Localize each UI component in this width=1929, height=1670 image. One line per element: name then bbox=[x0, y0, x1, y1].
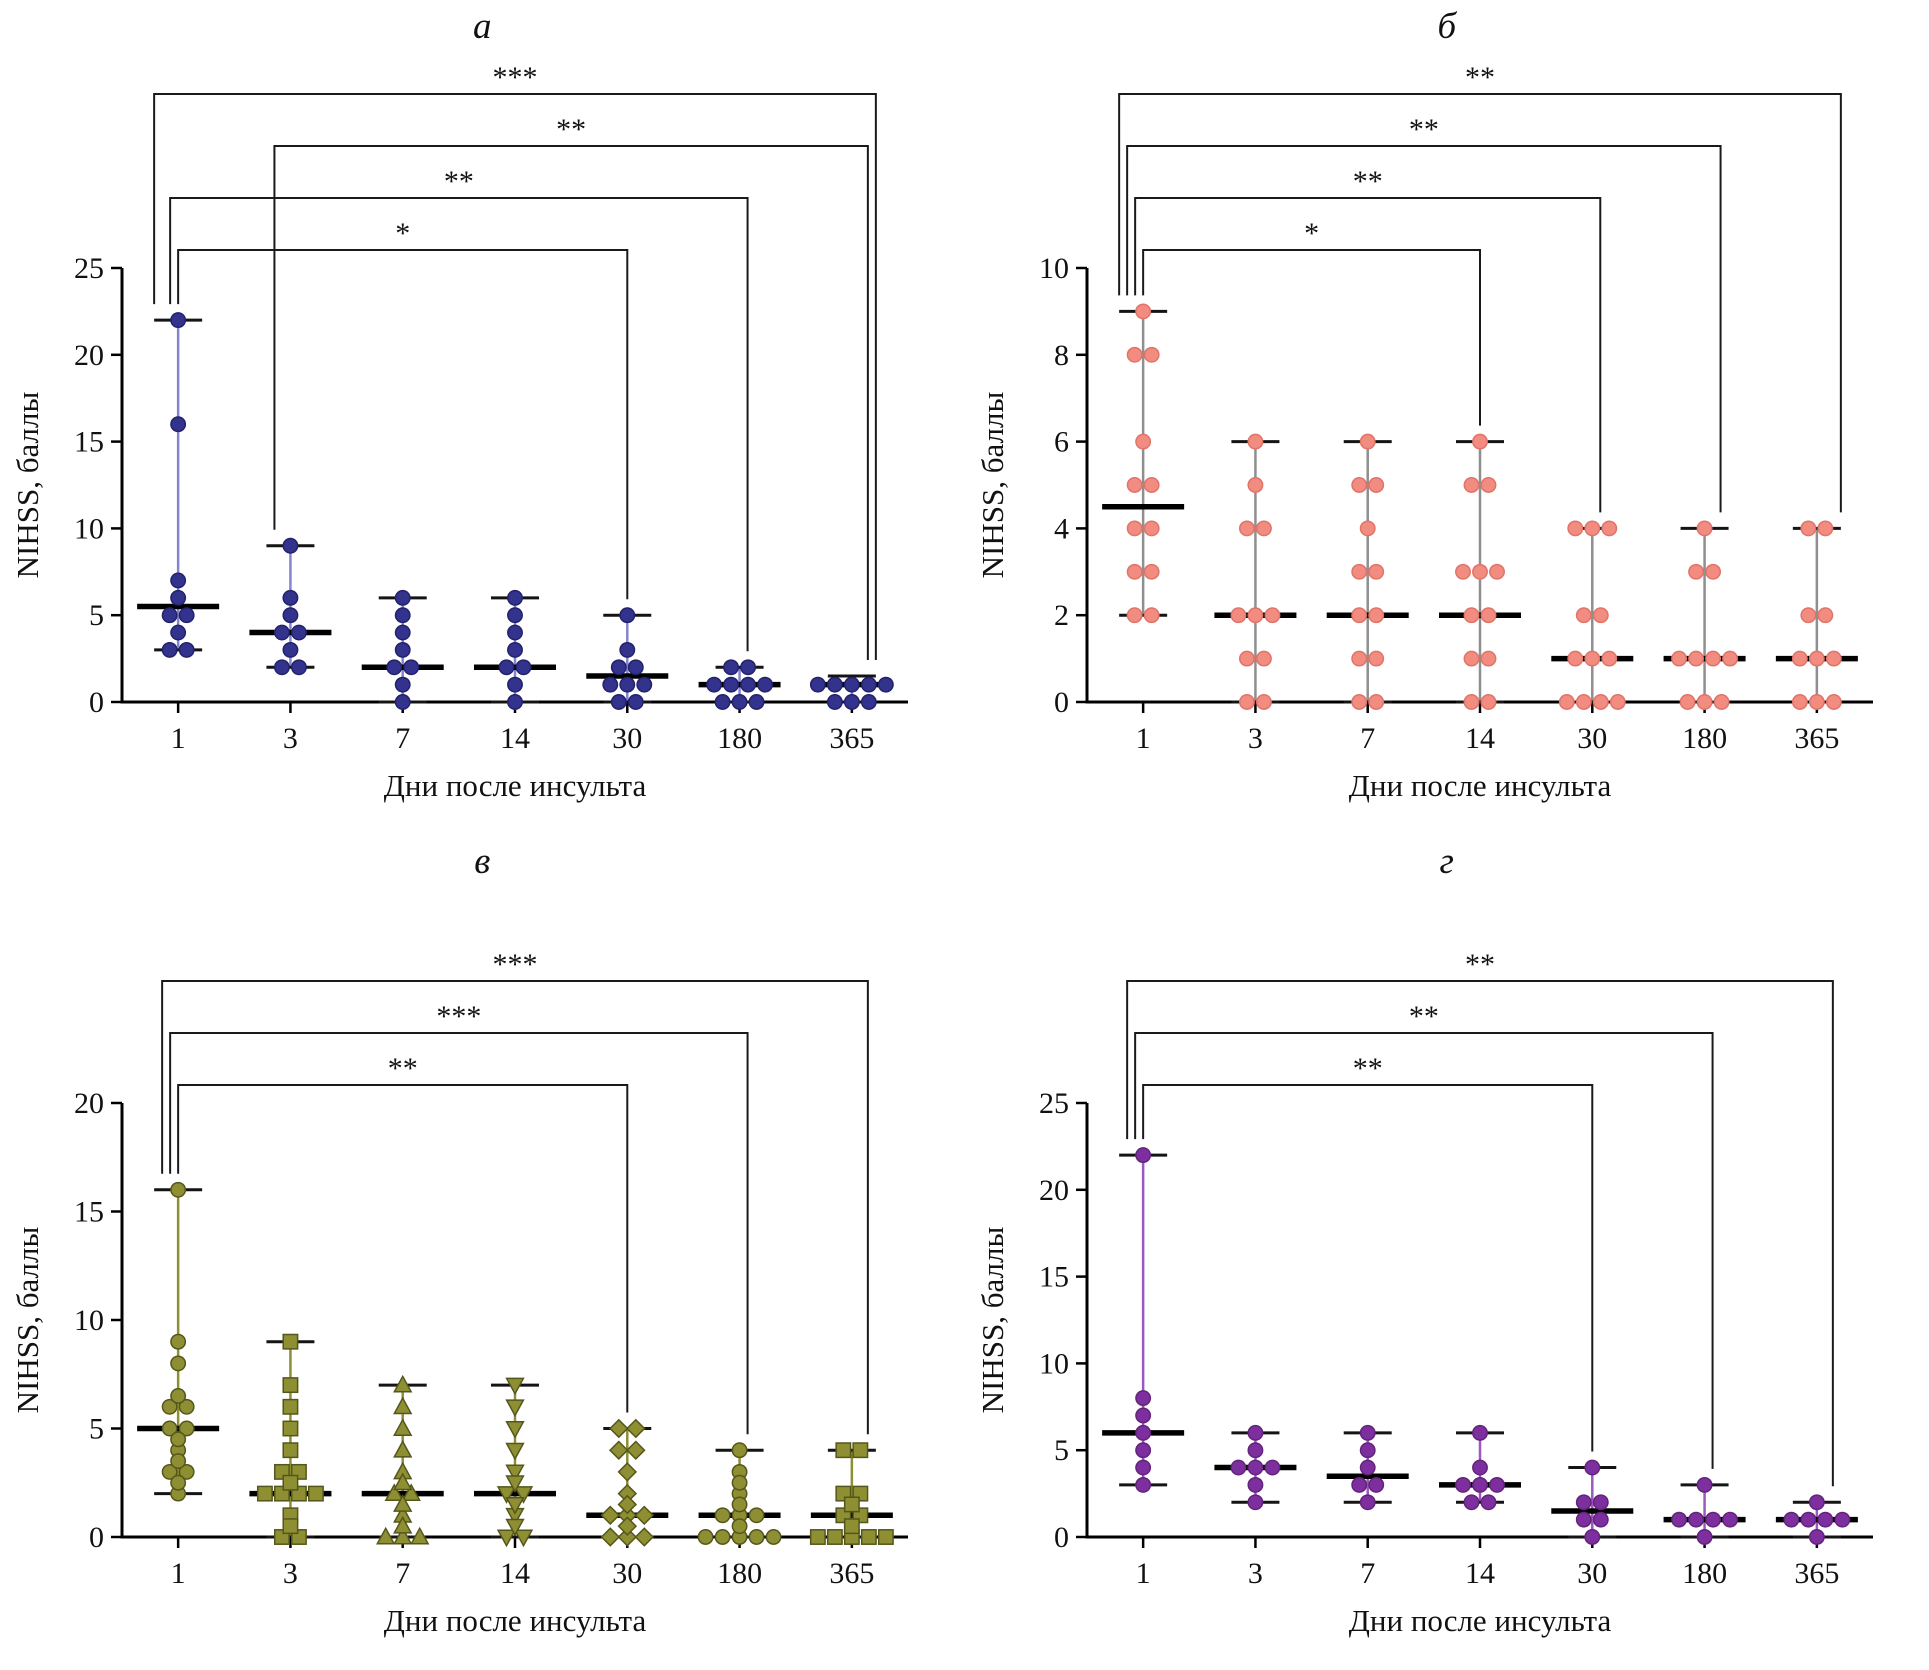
svg-text:0: 0 bbox=[89, 1521, 104, 1554]
svg-text:1: 1 bbox=[1135, 722, 1150, 755]
panel-g-title: г bbox=[1439, 841, 1454, 882]
svg-text:30: 30 bbox=[1577, 722, 1607, 755]
svg-text:**: ** bbox=[1409, 113, 1439, 146]
svg-text:365: 365 bbox=[830, 722, 875, 755]
svg-text:NIHSS, баллы: NIHSS, баллы bbox=[10, 392, 45, 579]
svg-text:365: 365 bbox=[1794, 722, 1839, 755]
svg-text:NIHSS, баллы: NIHSS, баллы bbox=[975, 392, 1010, 579]
svg-text:5: 5 bbox=[89, 1413, 104, 1446]
svg-text:3: 3 bbox=[283, 722, 298, 755]
svg-text:180: 180 bbox=[1682, 722, 1727, 755]
panel-a: а * ** ** *** 0 5 10 15 20 25 1 3 7 14 30 180 365 Дни пос… bbox=[0, 0, 965, 835]
svg-text:6: 6 bbox=[1054, 426, 1069, 459]
svg-text:14: 14 bbox=[500, 1557, 530, 1590]
svg-text:10: 10 bbox=[1039, 1347, 1069, 1380]
svg-text:7: 7 bbox=[395, 722, 410, 755]
svg-text:0: 0 bbox=[1054, 686, 1069, 719]
svg-text:**: ** bbox=[1409, 1000, 1439, 1033]
svg-text:**: ** bbox=[444, 165, 474, 198]
svg-text:30: 30 bbox=[613, 722, 643, 755]
panel-v-title: в bbox=[474, 841, 491, 882]
svg-text:Дни после инсульта: Дни после инсульта bbox=[1349, 1603, 1612, 1638]
svg-text:14: 14 bbox=[1465, 722, 1495, 755]
svg-text:7: 7 bbox=[1360, 1557, 1375, 1590]
svg-text:20: 20 bbox=[74, 1087, 104, 1120]
svg-text:4: 4 bbox=[1054, 512, 1069, 545]
svg-text:Дни после инсульта: Дни после инсульта bbox=[1349, 768, 1612, 803]
svg-text:**: ** bbox=[1352, 1052, 1382, 1085]
svg-text:30: 30 bbox=[613, 1557, 643, 1590]
svg-text:1: 1 bbox=[171, 722, 186, 755]
svg-text:8: 8 bbox=[1054, 339, 1069, 372]
svg-text:0: 0 bbox=[1054, 1521, 1069, 1554]
panel-b: б * ** ** ** 0 2 4 6 8 10 1 3 7 14 30 180 365 Дни после и… bbox=[965, 0, 1929, 835]
svg-text:**: ** bbox=[1352, 165, 1382, 198]
svg-text:Дни после инсульта: Дни после инсульта bbox=[384, 768, 647, 803]
svg-text:***: *** bbox=[493, 61, 538, 94]
svg-text:14: 14 bbox=[500, 722, 530, 755]
svg-text:15: 15 bbox=[1039, 1261, 1069, 1294]
panel-g-chart: ** ** ** 0 5 10 15 20 25 1 3 7 14 30 180 365 Дни после и… bbox=[975, 948, 1873, 1638]
svg-text:**: ** bbox=[1465, 61, 1495, 94]
svg-text:**: ** bbox=[556, 113, 586, 146]
svg-text:*: * bbox=[1304, 217, 1319, 250]
panel-v: в ** *** *** 0 5 10 15 20 1 3 7 14 30 180 365 Дни после… bbox=[0, 835, 965, 1670]
svg-text:0: 0 bbox=[89, 686, 104, 719]
svg-text:15: 15 bbox=[74, 1196, 104, 1229]
svg-text:**: ** bbox=[1465, 948, 1495, 981]
svg-text:1: 1 bbox=[171, 1557, 186, 1590]
svg-text:NIHSS, баллы: NIHSS, баллы bbox=[975, 1227, 1010, 1414]
svg-text:365: 365 bbox=[830, 1557, 875, 1590]
svg-text:2: 2 bbox=[1054, 599, 1069, 632]
svg-text:180: 180 bbox=[1682, 1557, 1727, 1590]
svg-text:10: 10 bbox=[1039, 252, 1069, 285]
panel-a-title: а bbox=[473, 6, 492, 47]
svg-text:15: 15 bbox=[74, 426, 104, 459]
svg-text:**: ** bbox=[388, 1052, 418, 1085]
svg-text:25: 25 bbox=[74, 252, 104, 285]
svg-text:***: *** bbox=[493, 948, 538, 981]
svg-text:10: 10 bbox=[74, 512, 104, 545]
svg-text:365: 365 bbox=[1794, 1557, 1839, 1590]
svg-text:*: * bbox=[395, 217, 410, 250]
svg-text:5: 5 bbox=[89, 599, 104, 632]
svg-text:30: 30 bbox=[1577, 1557, 1607, 1590]
svg-text:180: 180 bbox=[717, 722, 762, 755]
svg-text:Дни после инсульта: Дни после инсульта bbox=[384, 1603, 647, 1638]
svg-text:7: 7 bbox=[1360, 722, 1375, 755]
svg-text:14: 14 bbox=[1465, 1557, 1495, 1590]
svg-text:3: 3 bbox=[1248, 722, 1263, 755]
svg-text:180: 180 bbox=[717, 1557, 762, 1590]
svg-text:5: 5 bbox=[1054, 1434, 1069, 1467]
panel-g: г ** ** ** 0 5 10 15 20 25 1 3 7 14 30 180 365 Дни после… bbox=[965, 835, 1929, 1670]
svg-text:7: 7 bbox=[395, 1557, 410, 1590]
svg-text:3: 3 bbox=[1248, 1557, 1263, 1590]
svg-text:20: 20 bbox=[74, 339, 104, 372]
svg-text:NIHSS, баллы: NIHSS, баллы bbox=[10, 1227, 45, 1414]
svg-text:20: 20 bbox=[1039, 1174, 1069, 1207]
svg-text:10: 10 bbox=[74, 1304, 104, 1337]
panel-b-title: б bbox=[1437, 6, 1457, 47]
svg-text:3: 3 bbox=[283, 1557, 298, 1590]
svg-text:1: 1 bbox=[1135, 1557, 1150, 1590]
svg-text:25: 25 bbox=[1039, 1087, 1069, 1120]
svg-text:***: *** bbox=[437, 1000, 482, 1033]
